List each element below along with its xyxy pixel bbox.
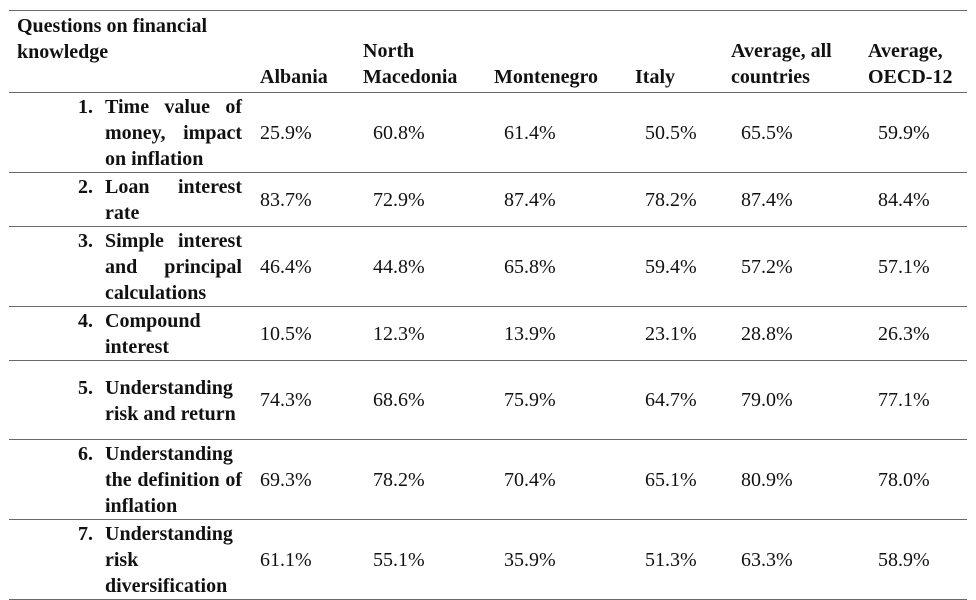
question-text: Compound interest [105,310,201,358]
value-north-macedonia: 68.6% [373,389,425,411]
financial-knowledge-table: Questions on financial knowledge Albania… [9,10,967,600]
question-cell: 4. Compound interest [9,307,260,361]
value-average-all: 65.5% [741,121,793,144]
value-north-macedonia: 12.3% [373,322,425,345]
value-italy: 59.4% [645,255,697,278]
value-albania: 61.1% [260,548,312,571]
header-average-oecd: Average, OECD-12 [868,40,953,88]
question-cell: 7. Understanding risk diversification [9,520,260,600]
value-albania: 74.3% [260,389,312,411]
question-text: Understanding the definition of inflatio… [105,443,242,517]
value-montenegro: 70.4% [504,468,556,491]
value-north-macedonia: 78.2% [373,468,425,491]
value-north-macedonia: 72.9% [373,188,425,211]
header-italy: Italy [635,66,675,88]
value-albania: 69.3% [260,468,312,491]
value-albania: 83.7% [260,188,312,211]
header-average-all: Average, all countries [731,40,832,88]
question-number: 1. [78,96,93,118]
question-number: 5. [78,376,93,399]
question-text: Understanding risk and return [105,376,236,425]
table-row: 4. Compound interest 10.5% 12.3% 13.9% 2… [9,307,967,361]
value-montenegro: 87.4% [504,188,556,211]
value-average-oecd: 77.1% [878,389,930,411]
table-header-row: Questions on financial knowledge Albania… [9,10,967,93]
table-row: 1. Time value of money, impact on inflat… [9,93,967,173]
question-number: 7. [78,523,93,545]
question-number: 2. [78,176,93,198]
value-average-oecd: 58.9% [878,548,930,571]
table-row: 2. Loan interest rate 83.7% 72.9% 87.4% … [9,173,967,227]
value-montenegro: 13.9% [504,322,556,345]
value-average-all: 57.2% [741,255,793,278]
value-average-oecd: 59.9% [878,121,930,144]
question-cell: 1. Time value of money, impact on inflat… [9,93,260,173]
value-italy: 50.5% [645,121,697,144]
value-italy: 78.2% [645,188,697,211]
value-albania: 46.4% [260,255,312,278]
value-italy: 51.3% [645,548,697,571]
value-albania: 10.5% [260,322,312,345]
question-cell: 2. Loan interest rate [9,173,260,227]
value-montenegro: 35.9% [504,548,556,571]
value-north-macedonia: 60.8% [373,121,425,144]
value-average-all: 87.4% [741,188,793,211]
question-cell: 5. Understanding risk and return [9,361,260,440]
question-number: 4. [78,310,93,332]
value-italy: 64.7% [645,389,697,411]
question-text: Understanding risk diversification [105,523,233,597]
value-italy: 65.1% [645,468,697,491]
question-text: Simple interest and principal calculatio… [105,230,242,304]
header-questions: Questions on financial knowledge [17,15,208,63]
question-cell: 3. Simple interest and principal calcula… [9,227,260,307]
value-average-oecd: 57.1% [878,255,930,278]
value-average-oecd: 78.0% [878,468,930,491]
value-north-macedonia: 44.8% [373,255,425,278]
value-italy: 23.1% [645,322,697,345]
table-row: 6. Understanding the definition of infla… [9,440,967,520]
table-row: 3. Simple interest and principal calcula… [9,227,967,307]
value-montenegro: 61.4% [504,121,556,144]
value-montenegro: 75.9% [504,389,556,411]
header-albania: Albania [260,66,328,88]
question-number: 6. [78,443,93,465]
value-average-all: 63.3% [741,548,793,571]
value-albania: 25.9% [260,121,312,144]
value-average-oecd: 84.4% [878,188,930,211]
table-row: 7. Understanding risk diversification 61… [9,520,967,600]
value-average-all: 80.9% [741,468,793,491]
header-north-macedonia: North Macedonia [363,40,458,88]
value-montenegro: 65.8% [504,255,556,278]
question-number: 3. [78,230,93,252]
question-text: Loan interest rate [105,176,242,224]
header-montenegro: Montenegro [494,66,599,88]
value-average-all: 28.8% [741,322,793,345]
table-row: 5. Understanding risk and return 74.3% 6… [9,361,967,440]
question-text: Time value of money, impact on inflation [105,96,242,170]
question-cell: 6. Understanding the definition of infla… [9,440,260,520]
value-average-all: 79.0% [741,389,793,411]
value-average-oecd: 26.3% [878,322,930,345]
value-north-macedonia: 55.1% [373,548,425,571]
